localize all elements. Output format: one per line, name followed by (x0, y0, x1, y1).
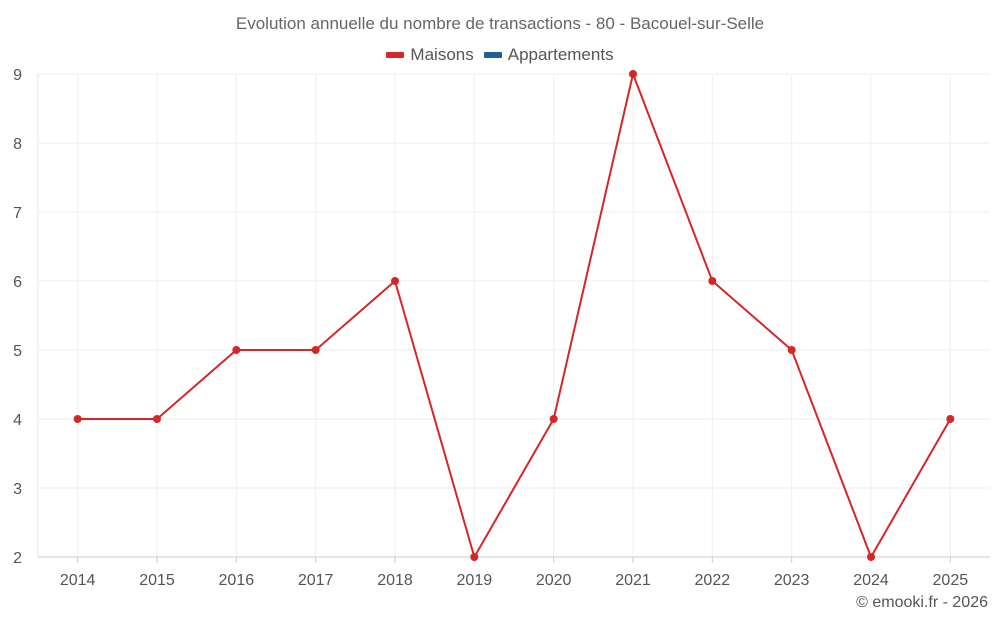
legend: Maisons Appartements (0, 45, 1000, 65)
x-tick-label: 2015 (139, 572, 175, 589)
legend-label-maisons: Maisons (410, 45, 474, 64)
credit-text: © emooki.fr - 2026 (856, 594, 988, 611)
x-tick-label: 2017 (298, 572, 334, 589)
data-point-maisons-2017[interactable] (311, 346, 320, 354)
x-tick-label: 2021 (615, 572, 651, 589)
data-point-maisons-2014[interactable] (73, 415, 82, 423)
y-tick-label: 5 (13, 343, 22, 360)
x-tick-label: 2018 (377, 572, 413, 589)
data-point-maisons-2020[interactable] (549, 415, 558, 423)
grid (38, 73, 990, 557)
x-tick-label: 2016 (219, 572, 255, 589)
chart-title: Evolution annuelle du nombre de transact… (235, 14, 765, 33)
x-tick-label: 2019 (457, 572, 493, 589)
y-tick-label: 3 (13, 481, 22, 498)
data-point-maisons-2022[interactable] (708, 277, 717, 285)
y-tick-label: 8 (13, 136, 22, 153)
x-tick-label: 2025 (933, 572, 969, 589)
legend-item-maisons[interactable]: Maisons (386, 45, 474, 65)
x-tick-label: 2024 (853, 572, 889, 589)
y-tick-label: 7 (13, 205, 22, 222)
y-tick-label: 4 (13, 412, 22, 429)
x-tick-label: 2022 (695, 572, 731, 589)
data-point-maisons-2015[interactable] (153, 415, 161, 423)
series-line-maisons (77, 73, 952, 558)
y-tick-label: 9 (13, 67, 22, 84)
data-point-maisons-2016[interactable] (232, 346, 241, 354)
data-point-maisons-2018[interactable] (391, 277, 399, 285)
axes: 2 3 4 5 6 7 8 9 2014 2015 2016 2017 2018 2019 2020 2021… (13, 67, 990, 589)
legend-label-appartements: Appartements (507, 45, 614, 64)
y-tick-label: 2 (13, 550, 22, 567)
x-tick-label: 2023 (774, 572, 810, 589)
legend-swatch-maisons (386, 52, 405, 58)
data-point-maisons-2024[interactable] (867, 553, 875, 561)
legend-swatch-appartements (483, 52, 502, 58)
data-point-maisons-2019[interactable] (470, 553, 479, 561)
y-tick-label: 6 (13, 274, 22, 291)
series-maisons (73, 70, 955, 561)
x-tick-label: 2020 (536, 572, 572, 589)
legend-item-appartements[interactable]: Appartements (483, 45, 614, 65)
data-point-maisons-2021[interactable] (629, 70, 637, 78)
x-tick-label: 2014 (60, 572, 96, 589)
data-point-maisons-2025[interactable] (946, 415, 955, 423)
data-point-maisons-2023[interactable] (787, 346, 796, 354)
